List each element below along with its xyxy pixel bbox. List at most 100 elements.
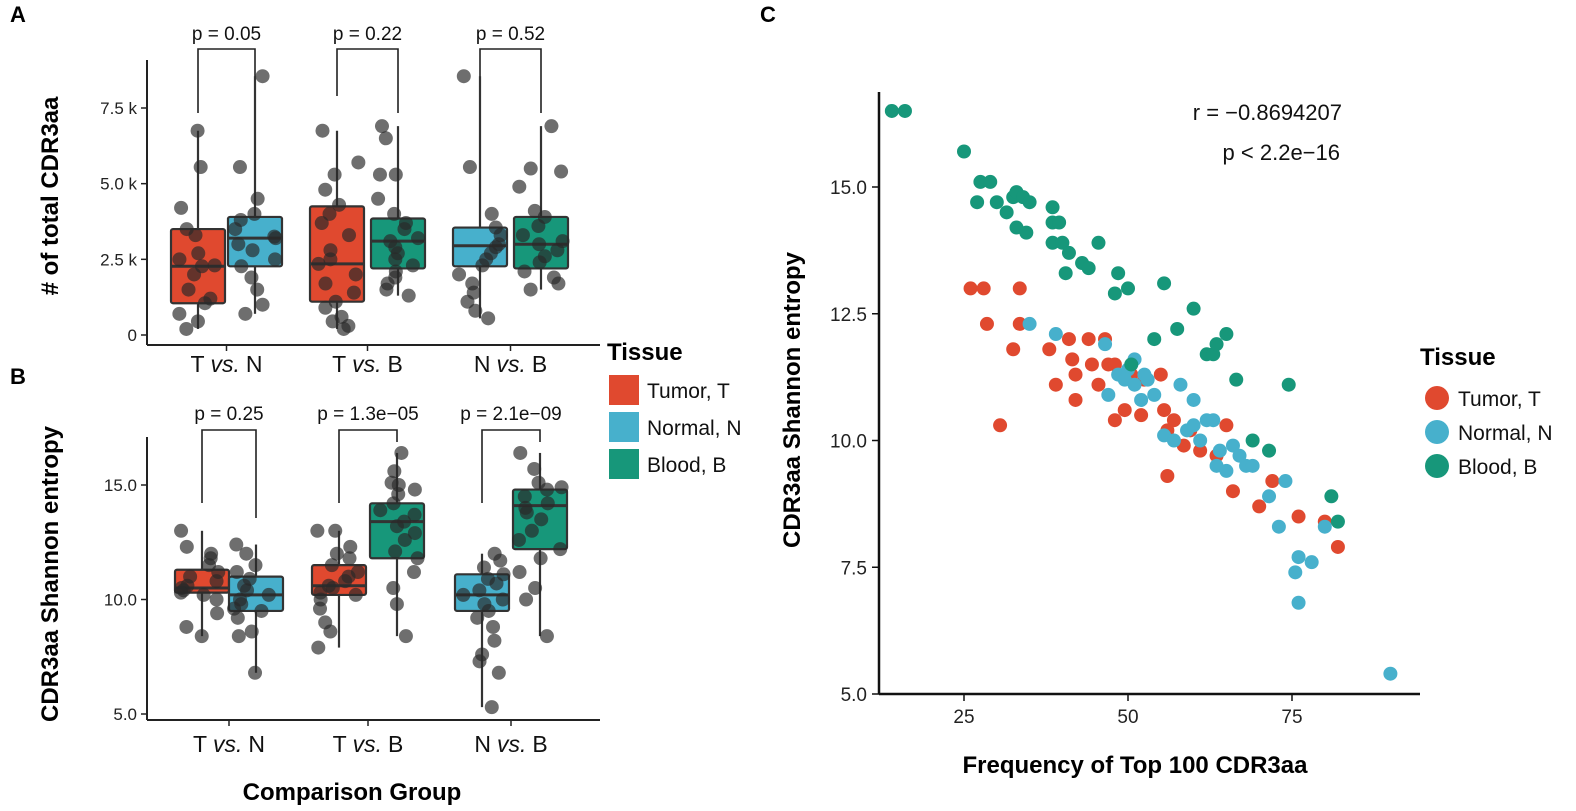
data-point xyxy=(231,629,246,644)
data-point xyxy=(532,255,547,270)
data-point xyxy=(512,179,527,194)
scatter-point-blood xyxy=(1219,327,1234,342)
data-point xyxy=(386,581,401,596)
data-point xyxy=(513,445,528,460)
scatter-point-blood xyxy=(970,195,985,210)
data-point xyxy=(318,300,333,315)
significance-bracket xyxy=(201,429,257,518)
data-point xyxy=(484,206,499,221)
scatter-point-tumor xyxy=(976,281,991,296)
data-point xyxy=(196,587,211,602)
scatter-point-normal xyxy=(1219,463,1234,478)
scatter-point-blood xyxy=(897,103,912,118)
scatter-point-normal xyxy=(1288,565,1303,580)
data-point xyxy=(398,629,413,644)
scatter-point-blood xyxy=(1061,245,1076,260)
scatter-point-normal xyxy=(1147,387,1162,402)
data-point xyxy=(410,551,425,566)
category-vs: vs. xyxy=(213,731,242,757)
data-point xyxy=(325,581,340,596)
panel-b-plot: 5.010.015.0T vs. Np = 0.25T vs. Bp = 1.3e−05… xyxy=(104,404,600,757)
data-point xyxy=(207,258,222,273)
category-left: T xyxy=(193,731,207,757)
category-vs: vs. xyxy=(353,731,382,757)
data-point xyxy=(187,267,202,282)
data-point xyxy=(174,200,189,215)
panel-b-y-axis-title: CDR3aa Shannon entropy xyxy=(37,425,64,722)
scatter-point-blood xyxy=(1281,377,1296,392)
y-tick-label: 10.0 xyxy=(830,432,867,453)
data-point xyxy=(539,629,554,644)
scatter-point-tumor xyxy=(1193,443,1208,458)
legend-title: Tissue xyxy=(607,339,683,366)
data-point xyxy=(539,482,554,497)
scatter-point-blood xyxy=(1157,276,1172,291)
scatter-point-tumor xyxy=(1330,539,1345,554)
data-point xyxy=(407,507,422,522)
scatter-point-normal xyxy=(1278,474,1293,489)
y-tick-label: 15.0 xyxy=(104,476,137,495)
legend-c-swatch-normal xyxy=(1425,420,1449,444)
scatter-point-normal xyxy=(1225,438,1240,453)
data-point xyxy=(342,551,357,566)
scatter-point-normal xyxy=(1291,550,1306,565)
scatter-point-blood xyxy=(989,195,1004,210)
scatter-point-tumor xyxy=(1219,418,1234,433)
data-point xyxy=(318,182,333,197)
data-point xyxy=(389,597,404,612)
x-tick-label: 75 xyxy=(1281,707,1302,728)
scatter-point-normal xyxy=(1127,377,1142,392)
data-point xyxy=(179,619,194,634)
data-point xyxy=(378,131,393,146)
scatter-point-tumor xyxy=(1061,332,1076,347)
p-value-label: p = 2.1e−09 xyxy=(460,404,561,425)
scatter-point-tumor xyxy=(1006,342,1021,357)
p-value-label: p = 0.22 xyxy=(333,24,402,45)
scatter-point-normal xyxy=(1098,337,1113,352)
data-point xyxy=(197,296,212,311)
data-point xyxy=(405,258,420,273)
data-point xyxy=(311,640,326,655)
data-point xyxy=(553,542,568,557)
scatter-point-blood xyxy=(1330,514,1345,529)
scatter-point-blood xyxy=(1022,195,1037,210)
data-point xyxy=(481,603,496,618)
category-right: N xyxy=(248,731,265,757)
data-point xyxy=(190,314,205,329)
p-value-label: p = 0.52 xyxy=(476,24,545,45)
scatter-point-normal xyxy=(1140,372,1155,387)
data-point xyxy=(456,587,471,602)
data-point xyxy=(250,191,265,206)
significance-bracket xyxy=(481,429,541,503)
data-point xyxy=(323,252,338,267)
category-right: B xyxy=(388,731,403,757)
data-point xyxy=(338,574,353,589)
scatter-point-normal xyxy=(1304,555,1319,570)
data-point xyxy=(245,243,260,258)
p-value-label: p = 1.3e−05 xyxy=(317,404,418,425)
scatter-point-tumor xyxy=(1291,509,1306,524)
y-tick-label: 7.5 xyxy=(841,558,867,579)
y-tick-label: 5.0 xyxy=(841,685,867,706)
scatter-point-blood xyxy=(957,144,971,159)
data-point xyxy=(179,539,194,554)
data-point xyxy=(487,633,502,648)
data-point xyxy=(311,256,326,271)
scatter-point-tumor xyxy=(1225,484,1240,499)
data-point xyxy=(511,532,526,547)
scatter-point-blood xyxy=(1170,321,1185,336)
data-point xyxy=(322,206,337,221)
scatter-point-tumor xyxy=(1068,392,1083,407)
data-point xyxy=(244,624,259,639)
scatter-point-normal xyxy=(1232,448,1247,463)
data-point xyxy=(255,297,270,312)
scatter-point-blood xyxy=(1245,433,1260,448)
data-point xyxy=(254,603,269,618)
scatter-point-blood xyxy=(1045,235,1060,250)
legend-c-label-normal: Normal, N xyxy=(1458,422,1553,445)
category-left: T xyxy=(332,351,346,377)
scatter-point-tumor xyxy=(1091,377,1106,392)
